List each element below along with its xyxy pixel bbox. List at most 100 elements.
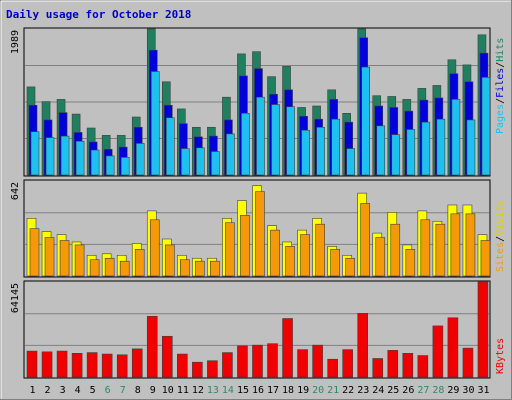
x-tick-label-30: 30 [462, 385, 474, 396]
ylabel-visits: Visits [495, 200, 506, 236]
bar-kbytes-day-12 [192, 361, 203, 378]
chart-title: Daily usage for October 2018 [6, 8, 191, 21]
x-tick-label-2: 2 [45, 385, 51, 396]
x-tick-label-29: 29 [447, 385, 459, 396]
bar-pages-day-4 [75, 140, 85, 176]
x-tick-label-7: 7 [120, 385, 126, 396]
x-tick-label-28: 28 [432, 385, 444, 396]
bar-kbytes-day-9 [146, 315, 158, 378]
bar-sites-day-27 [420, 219, 431, 277]
x-tick-label-4: 4 [75, 385, 81, 396]
bar-kbytes-day-3 [56, 350, 68, 378]
bar-sites-day-16 [255, 191, 265, 277]
bar-kbytes-day-21 [327, 358, 338, 378]
x-tick-label-12: 12 [192, 385, 204, 396]
bar-pages-day-10 [165, 117, 175, 176]
bar-kbytes-day-23 [357, 313, 369, 378]
bar-pages-day-2 [45, 137, 55, 176]
bar-sites-day-24 [375, 237, 386, 277]
bar-pages-day-13 [211, 151, 220, 176]
x-tick-label-11: 11 [177, 385, 189, 396]
bar-sites-day-25 [390, 223, 401, 277]
bar-pages-day-5 [90, 149, 100, 176]
bar-pages-day-12 [196, 147, 205, 176]
bar-pages-day-15 [241, 113, 250, 176]
bar-pages-day-23 [361, 66, 371, 176]
bar-kbytes-day-15 [237, 345, 248, 378]
bar-sites-day-12 [195, 260, 205, 277]
x-tick-label-27: 27 [417, 385, 429, 396]
x-tick-label-10: 10 [162, 385, 174, 396]
bar-pages-day-30 [466, 119, 476, 176]
bar-pages-day-16 [256, 96, 265, 176]
bar-kbytes-day-11 [177, 353, 188, 378]
bar-pages-day-25 [391, 134, 401, 176]
ylabel-sep-2: / [495, 62, 506, 68]
bar-sites-day-10 [164, 244, 175, 277]
x-tick-label-24: 24 [372, 385, 384, 396]
bar-kbytes-day-13 [207, 360, 218, 378]
x-tick-label-18: 18 [282, 385, 294, 396]
bar-kbytes-day-22 [342, 349, 353, 378]
x-tick-label-1: 1 [30, 385, 36, 396]
ylabel-sep-3: / [495, 236, 506, 242]
x-tick-label-5: 5 [90, 385, 96, 396]
bar-sites-day-3 [59, 240, 70, 277]
bar-kbytes-day-25 [387, 350, 399, 378]
middle-ylabel: Sites/Visits [495, 200, 506, 272]
bar-sites-day-30 [465, 213, 476, 277]
bar-pages-day-31 [481, 77, 491, 176]
bar-kbytes-day-18 [282, 318, 293, 378]
x-tick-label-15: 15 [237, 385, 249, 396]
ylabel-sep-1: / [495, 98, 506, 104]
bottom-ylabel: KBytes [495, 338, 506, 374]
x-tick-label-20: 20 [312, 385, 324, 396]
x-tick-label-16: 16 [252, 385, 264, 396]
bar-sites-day-19 [300, 234, 310, 277]
ylabel-files: Files [495, 68, 506, 98]
bar-pages-day-1 [30, 131, 40, 176]
x-tick-label-6: 6 [105, 385, 111, 396]
bar-kbytes-day-19 [297, 349, 308, 378]
bar-sites-day-29 [450, 213, 461, 277]
bar-pages-day-20 [316, 126, 325, 176]
bar-sites-day-4 [74, 244, 85, 277]
top-ymax-label: 1989 [10, 30, 21, 54]
x-tick-label-26: 26 [402, 385, 414, 396]
x-tick-label-9: 9 [150, 385, 156, 396]
bar-pages-day-6 [105, 155, 115, 176]
x-tick-label-3: 3 [60, 385, 66, 396]
bar-sites-day-1 [29, 228, 40, 277]
bar-sites-day-26 [405, 249, 416, 277]
bar-pages-day-29 [451, 99, 461, 176]
x-tick-label-22: 22 [342, 385, 354, 396]
bar-pages-day-24 [376, 125, 386, 176]
top-ylabel: Pages/Files/Hits [495, 38, 506, 134]
x-tick-label-19: 19 [297, 385, 309, 396]
x-tick-label-8: 8 [135, 385, 141, 396]
bar-pages-day-26 [406, 129, 416, 176]
bar-pages-day-22 [346, 148, 355, 176]
x-tick-label-23: 23 [357, 385, 369, 396]
bar-sites-day-8 [134, 249, 145, 277]
bar-sites-day-11 [180, 259, 190, 277]
x-tick-label-25: 25 [387, 385, 399, 396]
bar-pages-day-21 [331, 118, 340, 176]
bar-sites-day-28 [435, 223, 446, 277]
bar-pages-day-11 [181, 148, 190, 176]
bar-kbytes-day-8 [131, 348, 143, 378]
bar-kbytes-day-30 [462, 347, 474, 378]
ylabel-hits: Hits [495, 38, 506, 62]
bar-kbytes-day-27 [417, 355, 429, 378]
bar-pages-day-3 [60, 135, 70, 176]
bar-pages-day-27 [421, 121, 431, 176]
bar-sites-day-23 [360, 203, 371, 277]
x-tick-label-21: 21 [327, 385, 339, 396]
bar-sites-day-18 [285, 246, 295, 277]
bar-pages-day-18 [286, 106, 295, 176]
bar-sites-day-2 [44, 237, 55, 277]
bar-kbytes-day-17 [267, 343, 278, 378]
bar-sites-day-15 [240, 215, 250, 277]
bar-sites-day-7 [119, 260, 130, 277]
